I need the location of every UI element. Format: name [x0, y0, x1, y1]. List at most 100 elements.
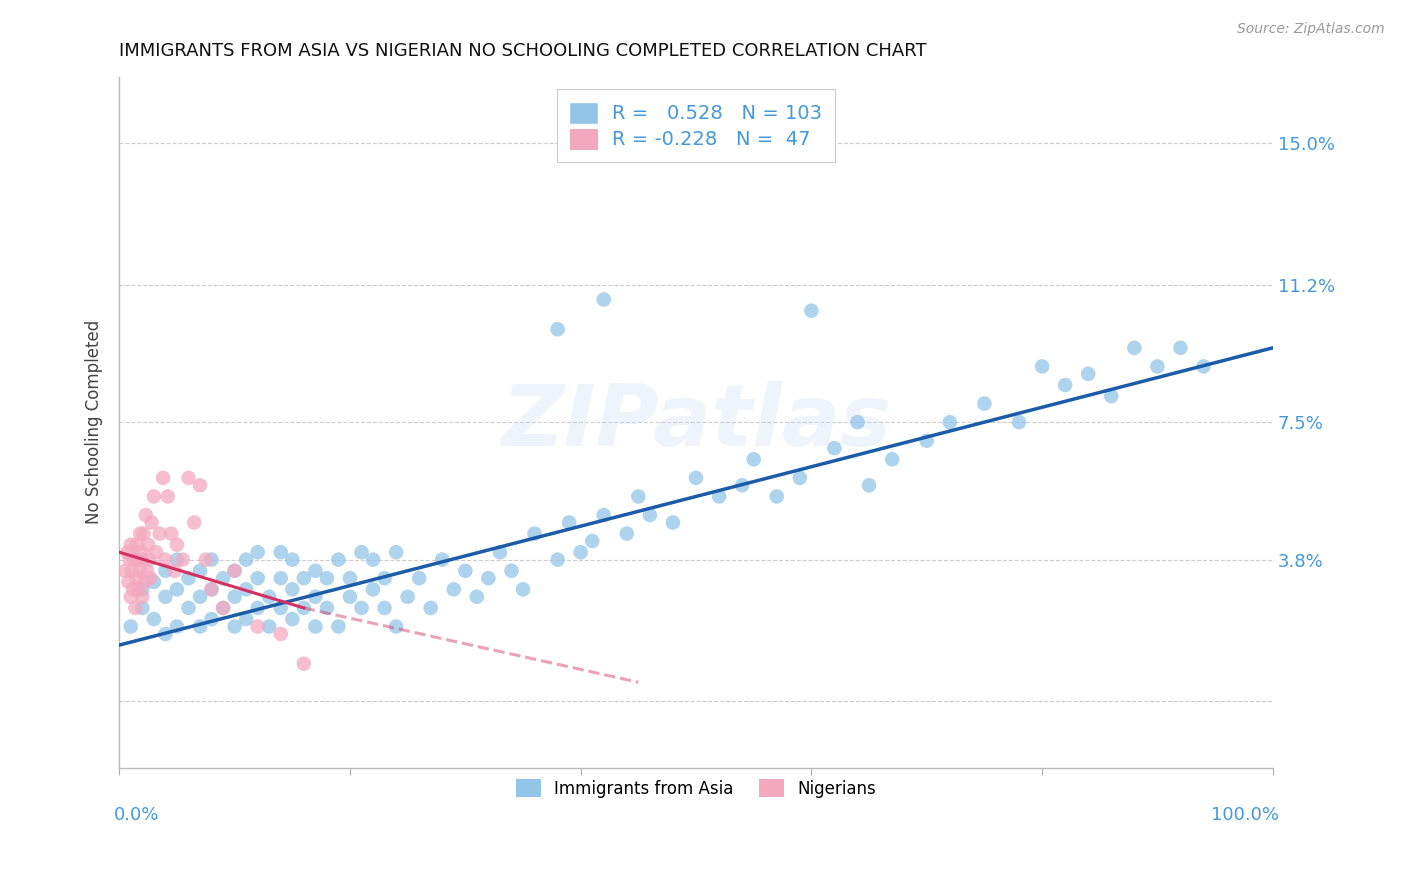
Point: [592, 293, 614, 307]
Point: [138, 552, 160, 566]
Point: [128, 582, 150, 597]
Point: [339, 590, 361, 604]
Point: [257, 619, 280, 633]
Point: [465, 590, 488, 604]
Point: [1008, 415, 1031, 429]
Point: [662, 516, 685, 530]
Point: [166, 538, 188, 552]
Point: [432, 552, 454, 566]
Point: [328, 552, 350, 566]
Point: [224, 590, 246, 604]
Point: [292, 571, 315, 585]
Point: [160, 526, 183, 541]
Point: [194, 552, 217, 566]
Point: [292, 657, 315, 671]
Point: [304, 619, 326, 633]
Legend: Immigrants from Asia, Nigerians: Immigrants from Asia, Nigerians: [509, 772, 883, 805]
Point: [188, 564, 211, 578]
Point: [419, 601, 441, 615]
Point: [224, 564, 246, 578]
Text: 0.0%: 0.0%: [114, 805, 159, 823]
Point: [627, 490, 650, 504]
Point: [374, 601, 396, 615]
Point: [118, 552, 141, 566]
Text: 100.0%: 100.0%: [1211, 805, 1278, 823]
Point: [846, 415, 869, 429]
Point: [328, 619, 350, 633]
Point: [454, 564, 477, 578]
Point: [246, 619, 269, 633]
Point: [124, 601, 146, 615]
Point: [142, 574, 165, 589]
Point: [125, 571, 148, 585]
Point: [385, 619, 408, 633]
Text: IMMIGRANTS FROM ASIA VS NIGERIAN NO SCHOOLING COMPLETED CORRELATION CHART: IMMIGRANTS FROM ASIA VS NIGERIAN NO SCHO…: [120, 42, 927, 60]
Point: [1123, 341, 1146, 355]
Point: [765, 490, 787, 504]
Point: [339, 571, 361, 585]
Point: [120, 538, 142, 552]
Point: [120, 619, 142, 633]
Point: [235, 552, 257, 566]
Text: Source: ZipAtlas.com: Source: ZipAtlas.com: [1237, 22, 1385, 37]
Point: [374, 571, 396, 585]
Point: [270, 545, 292, 559]
Text: ZIPatlas: ZIPatlas: [501, 381, 891, 464]
Point: [129, 526, 152, 541]
Point: [1054, 378, 1077, 392]
Point: [858, 478, 880, 492]
Point: [1146, 359, 1168, 374]
Point: [224, 619, 246, 633]
Point: [114, 564, 136, 578]
Point: [155, 552, 177, 566]
Point: [789, 471, 811, 485]
Point: [131, 552, 153, 566]
Point: [212, 601, 235, 615]
Point: [183, 516, 205, 530]
Point: [166, 619, 188, 633]
Point: [638, 508, 661, 522]
Point: [188, 619, 211, 633]
Point: [122, 552, 145, 566]
Point: [1031, 359, 1053, 374]
Point: [1170, 341, 1192, 355]
Point: [139, 571, 162, 585]
Point: [235, 612, 257, 626]
Point: [731, 478, 754, 492]
Point: [270, 601, 292, 615]
Point: [316, 571, 339, 585]
Point: [707, 490, 730, 504]
Point: [742, 452, 765, 467]
Point: [127, 552, 149, 566]
Point: [281, 552, 304, 566]
Point: [246, 571, 269, 585]
Point: [270, 627, 292, 641]
Point: [823, 441, 845, 455]
Point: [117, 574, 139, 589]
Point: [224, 564, 246, 578]
Point: [155, 564, 177, 578]
Point: [973, 396, 995, 410]
Point: [149, 526, 172, 541]
Point: [141, 516, 163, 530]
Point: [882, 452, 904, 467]
Point: [281, 582, 304, 597]
Point: [270, 571, 292, 585]
Point: [443, 582, 465, 597]
Point: [163, 564, 186, 578]
Point: [188, 478, 211, 492]
Point: [235, 582, 257, 597]
Point: [129, 545, 152, 559]
Point: [316, 601, 339, 615]
Point: [558, 516, 581, 530]
Point: [131, 590, 153, 604]
Point: [177, 601, 200, 615]
Point: [512, 582, 534, 597]
Point: [131, 601, 153, 615]
Point: [177, 571, 200, 585]
Point: [200, 582, 222, 597]
Point: [136, 564, 159, 578]
Point: [547, 552, 569, 566]
Point: [685, 471, 707, 485]
Point: [1099, 389, 1122, 403]
